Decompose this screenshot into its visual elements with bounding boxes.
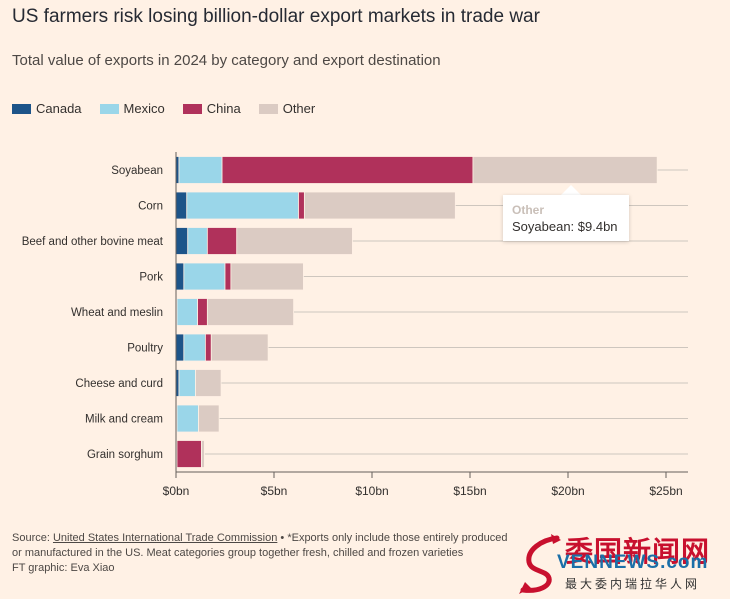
bar-grain-sorghum-china [176,440,202,468]
bar-beef-and-other-bovine-meat-other [236,227,353,255]
legend-item-other: Other [258,101,316,116]
category-label-milk-and-cream: Milk and cream [85,414,163,426]
category-label-poultry: Poultry [127,343,163,355]
chart-subtitle: Total value of exports in 2024 by catego… [12,52,441,69]
x-tick-label-25: $25bn [649,484,682,498]
bar-soyabean-other [472,156,658,184]
category-label-wheat-and-meslin: Wheat and meslin [71,307,163,319]
bar-soyabean-china [221,156,474,184]
legend-label-other: Other [282,101,316,116]
bar-corn-other [303,191,456,220]
bar-cheese-and-curd-other [195,369,222,397]
tooltip-arrow [561,185,581,195]
bar-milk-and-cream-mexico [176,404,199,433]
category-label-cheese-and-curd: Cheese and curd [75,378,163,390]
bar-grain-sorghum-other [201,440,205,468]
bar-pork-mexico [183,262,226,291]
legend-label-china: China [206,101,241,116]
x-tick-label-20: $20bn [551,484,584,498]
bar-beef-and-other-bovine-meat-canada [175,227,189,255]
bar-pork-other [230,262,304,291]
category-label-pork: Pork [139,272,163,284]
bar-cheese-and-curd-mexico [178,369,197,397]
dragon-logo-icon [519,534,561,594]
bar-poultry-china [204,333,212,362]
bar-poultry-mexico [183,333,206,362]
legend-swatch-china [182,103,202,114]
watermark: 委国新闻网 VENNEWS.com 最大委内瑞拉华人网 [517,530,727,596]
watermark-tagline: 最大委内瑞拉华人网 [565,577,701,591]
legend: Canada Mexico China Other [12,101,315,116]
bar-soyabean-mexico [178,156,223,184]
category-label-beef-and-other-bovine-meat: Beef and other bovine meat [22,236,164,248]
bar-beef-and-other-bovine-meat-china [206,227,238,255]
category-label-corn: Corn [138,201,163,213]
bar-poultry-canada [175,333,185,362]
legend-swatch-other [258,103,278,114]
legend-label-mexico: Mexico [123,101,165,116]
source-note: • *Exports only include those entirely p… [12,532,508,559]
watermark-brand: VENNEWS.com [557,552,709,573]
graphic-credit: FT graphic: Eva Xiao [12,562,115,574]
category-label-grain-sorghum: Grain sorghum [87,449,163,461]
tooltip-value: Soyabean: $9.4bn [512,219,618,234]
x-tick-label-15: $15bn [453,484,486,498]
bar-corn-china [298,191,305,220]
legend-item-canada: Canada [12,101,82,116]
tooltip-series: Other [512,203,545,217]
bar-pork-canada [175,262,185,291]
category-label-soyabean: Soyabean [111,165,163,177]
x-tick-label-10: $10bn [355,484,388,498]
legend-swatch-mexico [99,103,119,114]
bar-wheat-and-meslin-other [206,298,294,326]
bar-poultry-other [210,333,269,362]
bar-corn-canada [175,191,188,220]
bar-milk-and-cream-other [198,404,220,433]
footer: Source: United States International Trad… [12,531,512,576]
legend-item-china: China [182,101,241,116]
bar-pork-china [224,262,232,291]
x-tick-label-5: $5bn [261,484,288,498]
stacked-bar-chart: Soyabean Corn Beef and other bovine meat Po… [22,152,688,498]
bar-corn-mexico [186,191,299,220]
chart-title: US farmers risk losing billion-dollar ex… [12,6,540,27]
legend-label-canada: Canada [36,101,82,116]
bar-beef-and-other-bovine-meat-mexico [187,227,208,255]
source-link[interactable]: United States International Trade Commis… [52,532,278,544]
watermark-title: 委国新闻网 [565,536,711,567]
tooltip: Other Soyabean: $9.4bn [503,195,629,241]
x-tick-label-0: $0bn [163,484,190,498]
source-prefix: Source: [12,532,53,544]
bar-wheat-and-meslin-mexico [176,298,198,326]
legend-swatch-canada [12,103,31,114]
bar-wheat-and-meslin-china [197,298,208,326]
legend-item-mexico: Mexico [99,101,165,116]
